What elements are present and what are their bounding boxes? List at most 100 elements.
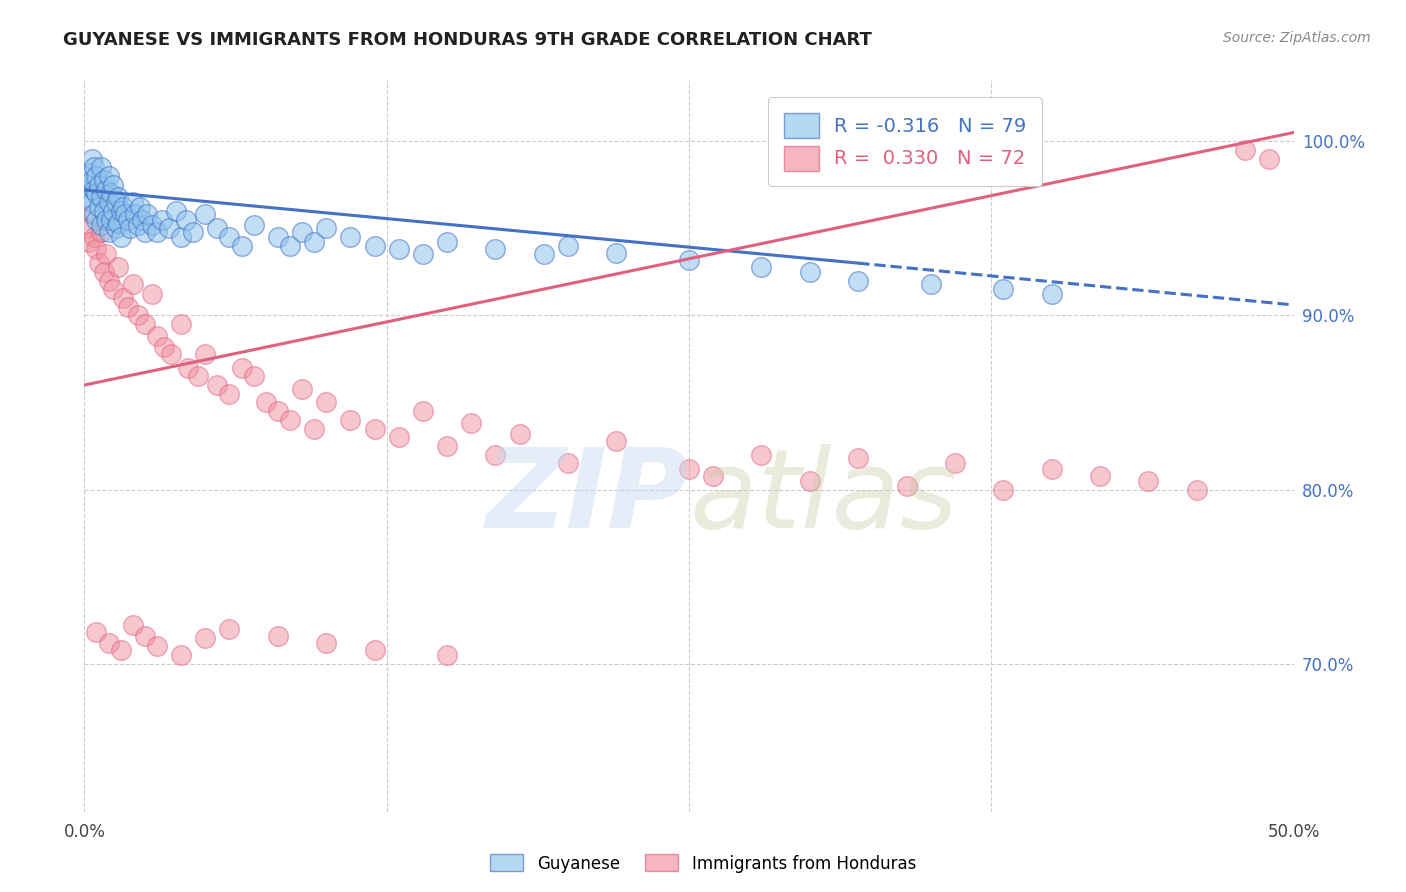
Point [436,235,458,250]
Point [80,172,103,186]
Point [436,439,458,453]
Point [80,195,103,210]
Point [174,212,197,227]
Point [112,201,135,215]
Point [1234,143,1257,157]
Point [896,479,918,493]
Point [267,230,290,244]
Point [187,369,209,384]
Point [121,195,143,210]
Point [207,378,229,392]
Point [751,260,773,274]
Point [146,225,169,239]
Point [1137,474,1160,488]
Point [484,242,506,256]
Point [77,165,100,179]
Point [87,201,110,215]
Point [94,247,117,261]
Point [339,230,361,244]
Point [94,212,117,227]
Point [104,221,127,235]
Point [100,212,122,227]
Point [136,207,159,221]
Point [363,642,385,657]
Point [436,648,458,662]
Point [134,317,156,331]
Point [153,340,176,354]
Point [114,207,136,221]
Point [117,212,139,227]
Point [146,640,169,654]
Point [83,230,105,244]
Point [254,395,277,409]
Point [120,221,142,235]
Point [160,347,183,361]
Point [751,448,773,462]
Legend: Guyanese, Immigrants from Honduras: Guyanese, Immigrants from Honduras [484,847,922,880]
Point [86,625,108,640]
Point [267,629,290,643]
Point [131,212,153,227]
Point [90,190,112,204]
Point [291,382,314,396]
Point [557,238,579,252]
Point [920,277,942,291]
Point [315,221,337,235]
Point [86,242,108,256]
Point [181,225,204,239]
Point [110,642,132,657]
Point [846,451,869,466]
Point [291,225,314,239]
Point [533,247,555,261]
Point [86,186,108,201]
Point [231,238,253,252]
Point [121,277,143,291]
Point [103,203,125,218]
Point [124,207,146,221]
Point [93,172,115,186]
Point [90,225,112,239]
Point [93,203,115,218]
Point [207,221,229,235]
Point [76,178,98,192]
Point [509,426,531,441]
Point [799,265,821,279]
Legend: R = -0.316   N = 79, R =  0.330   N = 72: R = -0.316 N = 79, R = 0.330 N = 72 [768,97,1042,186]
Point [242,218,264,232]
Point [107,260,129,274]
Point [412,404,434,418]
Point [107,216,129,230]
Point [1040,287,1063,301]
Point [112,291,135,305]
Point [302,421,325,435]
Text: ZIP: ZIP [485,443,689,550]
Point [104,195,127,210]
Point [97,225,120,239]
Point [177,360,200,375]
Point [141,218,163,232]
Point [339,413,361,427]
Point [110,230,132,244]
Point [194,347,217,361]
Point [127,218,149,232]
Point [315,395,337,409]
Point [90,218,112,232]
Point [86,169,108,183]
Point [242,369,264,384]
Point [388,430,411,444]
Point [117,300,139,314]
Point [90,161,112,175]
Point [87,178,110,192]
Point [100,186,122,201]
Point [231,360,253,375]
Point [77,235,100,250]
Point [150,212,173,227]
Point [97,169,120,183]
Point [170,230,193,244]
Point [141,287,163,301]
Point [93,265,115,279]
Point [302,235,325,250]
Text: atlas: atlas [689,443,957,550]
Point [267,404,290,418]
Point [80,152,103,166]
